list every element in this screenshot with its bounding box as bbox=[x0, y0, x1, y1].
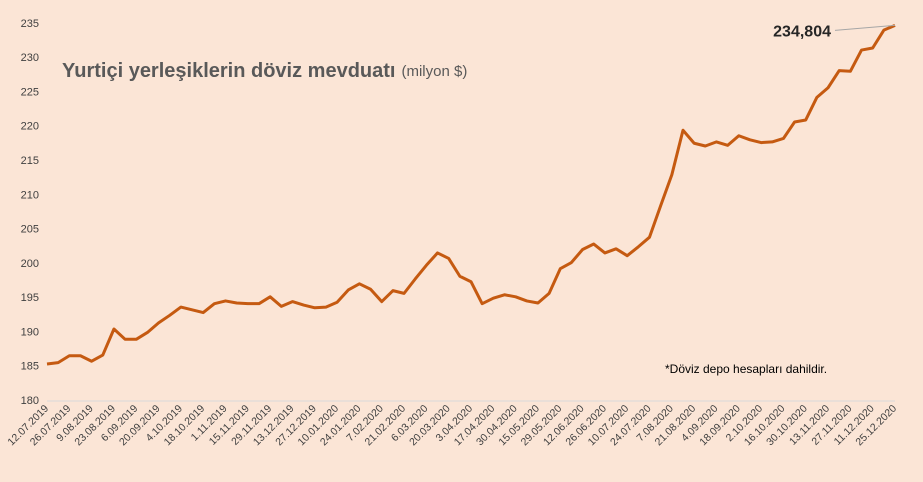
y-tick-label: 230 bbox=[21, 52, 39, 64]
y-tick-label: 210 bbox=[21, 189, 39, 201]
y-tick-label: 195 bbox=[21, 292, 39, 304]
note: *Döviz depo hesapları dahildir. bbox=[665, 362, 827, 376]
y-tick-label: 220 bbox=[21, 121, 39, 133]
y-tick-label: 235 bbox=[21, 18, 39, 30]
leader-line bbox=[834, 24, 896, 31]
title: Yurtiçi yerleşiklerin döviz mevduatı bbox=[62, 60, 395, 82]
data-line bbox=[46, 23, 896, 366]
y-tick-label: 200 bbox=[21, 258, 39, 270]
subtitle: (milyon $) bbox=[401, 63, 467, 80]
chart-title: Yurtiçi yerleşiklerin döviz mevduatı (mil… bbox=[62, 60, 467, 82]
y-tick-label: 180 bbox=[21, 395, 39, 407]
y-tick-label: 215 bbox=[21, 155, 39, 167]
value-label: 234,804 bbox=[773, 24, 831, 41]
y-tick-label: 205 bbox=[21, 224, 39, 236]
y-tick-label: 225 bbox=[21, 86, 39, 98]
y-tick-label: 185 bbox=[21, 361, 39, 373]
y-tick-label: 190 bbox=[21, 326, 39, 338]
